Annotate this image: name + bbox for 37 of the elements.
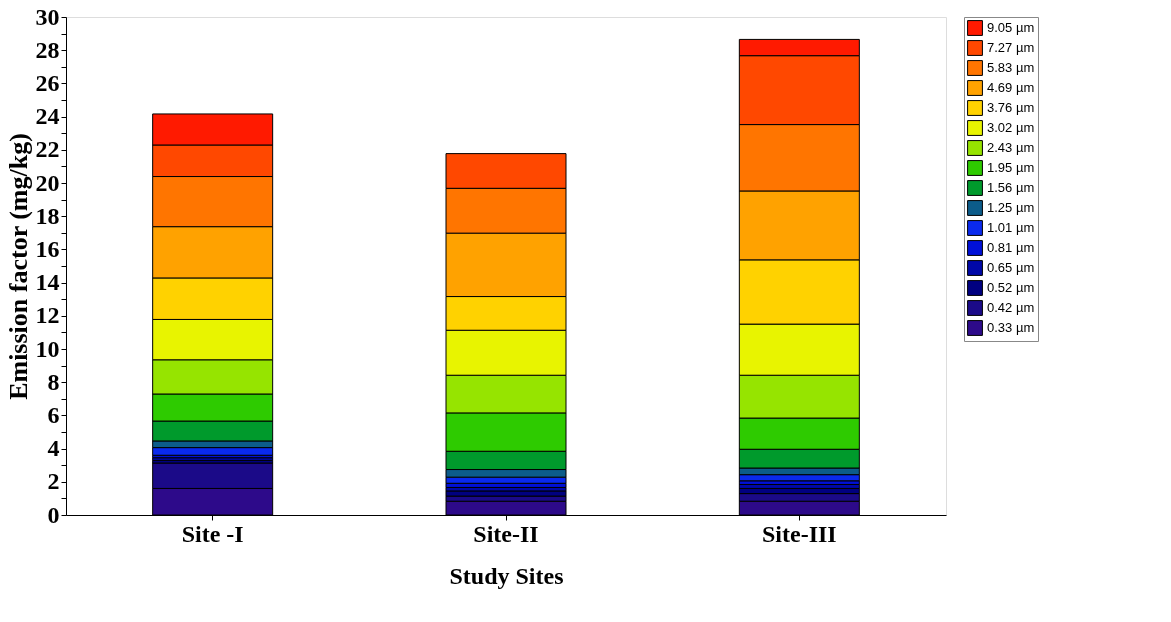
y-tick-label: 24 xyxy=(35,103,60,130)
legend-label: 4.69 µm xyxy=(987,80,1035,95)
y-tick-label: 0 xyxy=(47,501,60,528)
y-tick-label: 28 xyxy=(35,36,60,63)
legend-label: 9.05 µm xyxy=(987,20,1035,35)
legend-label: 7.27 µm xyxy=(987,40,1035,55)
x-tick-label: Site-II xyxy=(473,520,539,547)
legend-label: 0.42 µm xyxy=(987,300,1035,315)
legend-label: 2.43 µm xyxy=(987,140,1035,155)
legend-label: 0.81 µm xyxy=(987,240,1035,255)
legend-label: 3.02 µm xyxy=(987,120,1035,135)
y-tick-label: 10 xyxy=(35,335,60,362)
y-tick-label: 22 xyxy=(35,136,60,163)
legend-label: 1.25 µm xyxy=(987,200,1035,215)
y-tick-label: 26 xyxy=(35,69,60,96)
y-tick-label: 20 xyxy=(35,169,60,196)
legend-label: 5.83 µm xyxy=(987,60,1035,75)
y-tick-label: 2 xyxy=(47,468,60,495)
y-tick-label: 30 xyxy=(35,3,60,30)
legend-label: 1.01 µm xyxy=(987,220,1035,235)
x-tick-label: Site-III xyxy=(762,520,837,547)
x-tick-label: Site -I xyxy=(181,520,244,547)
y-tick-label: 16 xyxy=(35,235,60,262)
legend-label: 0.65 µm xyxy=(987,260,1035,275)
y-tick-label: 14 xyxy=(35,269,60,296)
y-tick-label: 4 xyxy=(47,435,60,462)
y-tick-label: 8 xyxy=(47,368,60,395)
y-tick-label: 12 xyxy=(35,302,60,329)
legend-label: 0.33 µm xyxy=(987,320,1035,335)
legend-label: 1.95 µm xyxy=(987,160,1035,175)
x-axis-title: Study Sites xyxy=(449,562,564,589)
y-axis-title: Emission factor (mg/kg) xyxy=(3,133,33,400)
legend-label: 1.56 µm xyxy=(987,180,1035,195)
legend-label: 0.52 µm xyxy=(987,280,1035,295)
y-tick-label: 6 xyxy=(47,401,60,428)
legend-label: 3.76 µm xyxy=(987,100,1035,115)
y-tick-label: 18 xyxy=(35,202,60,229)
